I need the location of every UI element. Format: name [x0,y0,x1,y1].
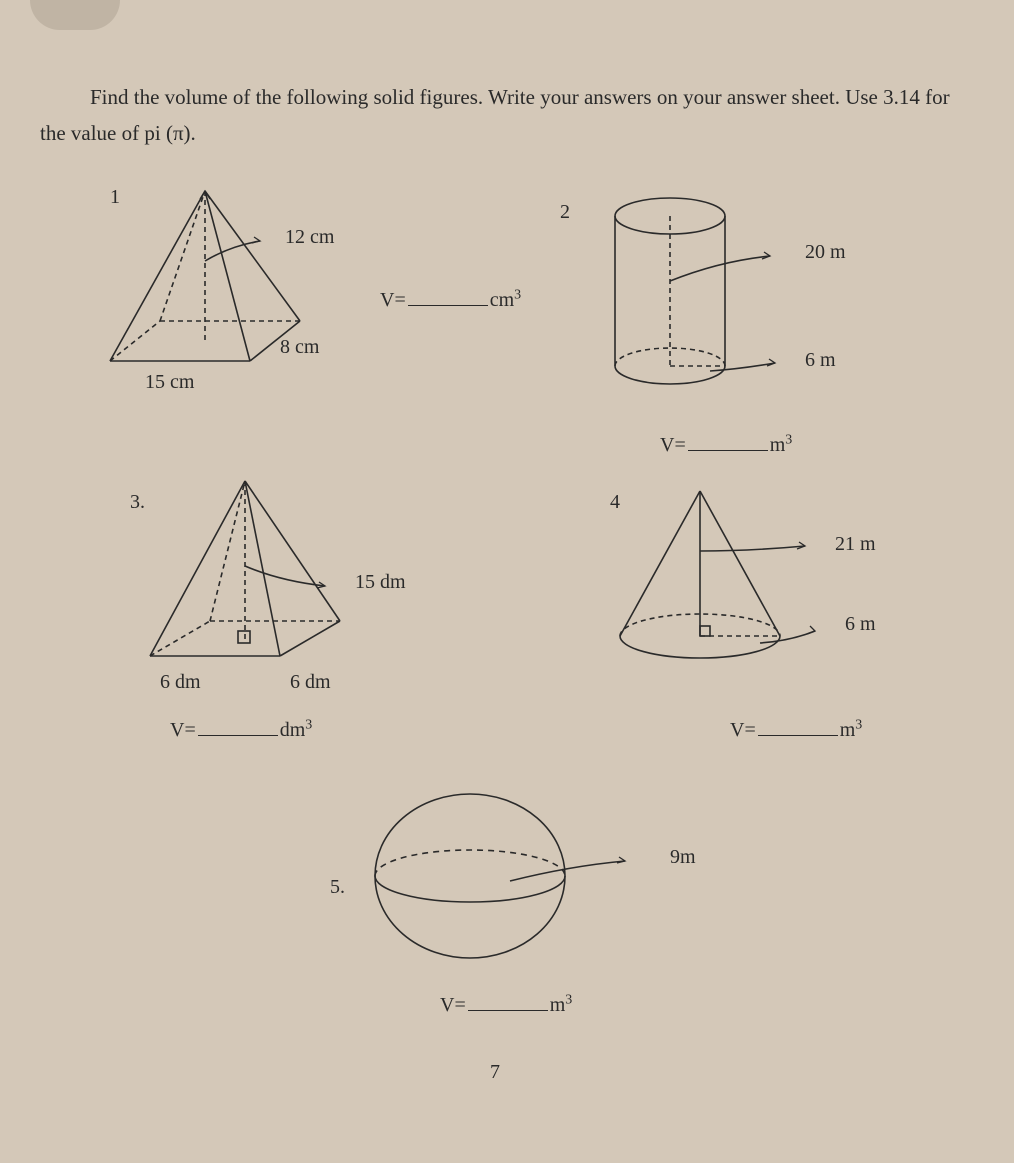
answer-exp-5: 3 [565,993,572,1008]
answer-exp-2: 3 [785,433,792,448]
height-label-1: 12 cm [285,226,334,249]
answer-exp-3: 3 [305,718,312,733]
radius-label-4: 6 m [845,613,876,636]
answer-3: V= dm3 [170,716,312,742]
answer-blank-5 [468,991,548,1011]
problem-5: 5. 9m V=m3 7 [330,781,770,986]
problems-container: 1 12 cm 8 cm [40,181,974,1141]
answer-prefix-2: V= [660,434,686,456]
side1-label-3: 6 dm [160,671,201,694]
answer-blank-3 [198,716,278,736]
answer-unit-1: cm [490,289,514,311]
cylinder-figure [580,191,840,411]
sphere-figure [330,781,660,981]
page-corner-decoration [30,0,120,30]
answer-2: V= m3 [660,431,792,457]
page-number: 7 [490,1061,500,1084]
height-label-4: 21 m [835,533,876,556]
instructions-text: Find the volume of the following solid f… [40,80,974,151]
problem-number-5: 5. [330,876,345,899]
answer-5: V= m3 [440,991,572,1017]
answer-1: V= cm3 [380,286,521,312]
answer-unit-5: m [550,994,566,1016]
answer-exp-4: 3 [855,718,862,733]
radius-label-2: 6 m [805,349,836,372]
problem-3: 3. 15 dm 6 dm [130,481,530,676]
problem-number-2: 2 [560,201,570,224]
length-label-1: 15 cm [145,371,194,394]
height-label-3: 15 dm [355,571,406,594]
problem-number-3: 3. [130,491,145,514]
answer-prefix-1: V= [380,289,406,311]
answer-unit-4: m [840,719,856,741]
side2-label-3: 6 dm [290,671,331,694]
radius-label-5: 9m [670,846,696,869]
answer-blank-4 [758,716,838,736]
problem-number-4: 4 [610,491,620,514]
problem-2: 2 [580,191,980,416]
answer-exp-1: 3 [514,288,521,303]
cone-figure [600,491,860,671]
answer-4: V= m3 [730,716,862,742]
problem-number-1: 1 [110,186,120,209]
answer-blank-2 [688,431,768,451]
answer-prefix-4: V= [730,719,756,741]
answer-unit-2: m [770,434,786,456]
answer-prefix-5: V= [440,994,466,1016]
answer-prefix-3: V= [170,719,196,741]
answer-unit-3: dm [280,719,306,741]
answer-blank-1 [408,286,488,306]
problem-1: 1 12 cm 8 cm [100,191,540,376]
width-label-1: 8 cm [280,336,319,359]
pyramid-figure-3 [130,481,370,671]
height-label-2: 20 m [805,241,846,264]
problem-4: 4 21 m [600,491,1000,676]
